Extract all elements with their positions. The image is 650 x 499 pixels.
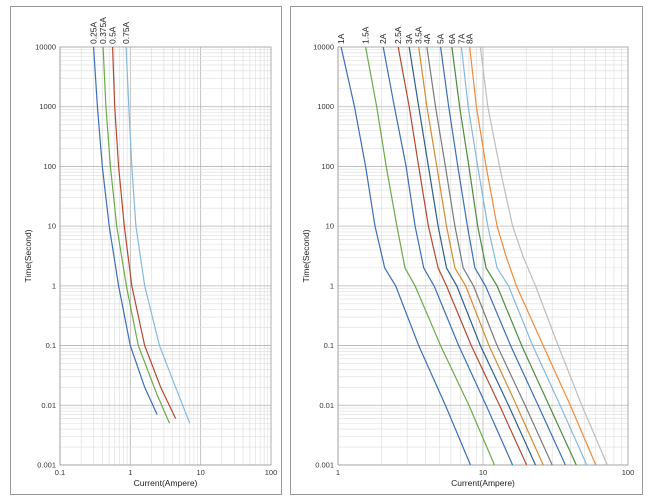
- chart-panel-left: 0.001 0.01 0.1 1 10 100 1000 10000 0.1 1 10 100 Curr…: [10, 6, 282, 495]
- chart-left-svg: 0.001 0.01 0.1 1 10 100 1000 10000 0.1 1 10 100 Curr…: [23, 17, 278, 488]
- series-label: 5A: [436, 33, 446, 44]
- y-axis-title: Time(Second): [301, 229, 311, 282]
- series-line-1A: [340, 46, 472, 466]
- series-line-0_25A: [93, 46, 158, 415]
- series-label: 0.25A: [89, 21, 99, 44]
- chart-panel-right: 0.001 0.01 0.1 1 10 100 1000 10000 1 10 100 Current…: [290, 6, 643, 495]
- grid: [59, 47, 271, 466]
- series-line-1_5A: [365, 46, 496, 466]
- plot-area: [59, 46, 272, 466]
- x-tick-label: 1: [128, 468, 132, 477]
- series-line-3A: [408, 46, 537, 466]
- series-label: 2.5A: [393, 26, 403, 44]
- series-line-unlabeled: [479, 46, 608, 466]
- series-label: 0.375A: [98, 17, 108, 44]
- series-line-2_5A: [397, 46, 528, 466]
- y-tick-label: 0.001: [315, 461, 334, 470]
- series-label: 3.5A: [414, 26, 424, 44]
- x-axis-title: Current(Ampere): [134, 478, 198, 488]
- y-tick-label: 1000: [317, 102, 334, 111]
- series-label: 6A: [447, 33, 457, 44]
- series-label: 8A: [465, 33, 475, 44]
- series-line-5A: [440, 46, 566, 466]
- series-line-8A: [469, 46, 597, 466]
- x-axis-title: Current(Ampere): [451, 478, 515, 488]
- y-tick-label: 100: [43, 162, 56, 171]
- y-tick-label: 0.001: [37, 461, 56, 470]
- series-label: 0.5A: [108, 26, 118, 44]
- y-tick-label: 1: [52, 281, 56, 290]
- series-label: 4A: [422, 33, 432, 44]
- y-tick-label: 0.01: [319, 401, 334, 410]
- x-tick-label: 100: [622, 468, 635, 477]
- y-tick-label: 10: [48, 222, 56, 231]
- series-line-0_375A: [102, 46, 171, 424]
- x-tick-label: 0.1: [55, 468, 65, 477]
- series-line-6A: [451, 46, 577, 466]
- x-tick-label: 10: [196, 468, 204, 477]
- series-label: 7A: [456, 33, 466, 44]
- y-tick-label: 10000: [313, 43, 334, 52]
- series-label: 0.75A: [121, 21, 131, 44]
- y-tick-label: 0.1: [324, 341, 334, 350]
- y-tick-label: 10: [326, 222, 334, 231]
- series-line-4A: [426, 46, 553, 466]
- series-line-0_75A: [125, 46, 191, 424]
- series-label: 2A: [378, 33, 388, 44]
- series-line-2A: [382, 46, 514, 466]
- plot-area: [337, 46, 629, 466]
- series-line-0_5A: [112, 46, 177, 419]
- y-tick-label: 0.01: [41, 401, 56, 410]
- series-label: 1.5A: [361, 26, 371, 44]
- y-tick-label: 10000: [35, 43, 56, 52]
- series-label: 3A: [404, 33, 414, 44]
- y-tick-label: 0.1: [46, 341, 56, 350]
- x-tick-label: 1: [336, 468, 340, 477]
- grid: [337, 47, 628, 466]
- y-tick-label: 100: [321, 162, 334, 171]
- series-label: 1A: [336, 33, 346, 44]
- x-tick-label: 10: [479, 468, 487, 477]
- y-axis-title: Time(Second): [23, 229, 33, 282]
- chart-right-svg: 0.001 0.01 0.1 1 10 100 1000 10000 1 10 100 Current…: [301, 26, 635, 488]
- x-tick-label: 100: [265, 468, 278, 477]
- series-line-3_5A: [418, 46, 544, 466]
- series-line-7A: [460, 46, 588, 466]
- y-tick-label: 1: [330, 281, 334, 290]
- y-tick-label: 1000: [39, 102, 56, 111]
